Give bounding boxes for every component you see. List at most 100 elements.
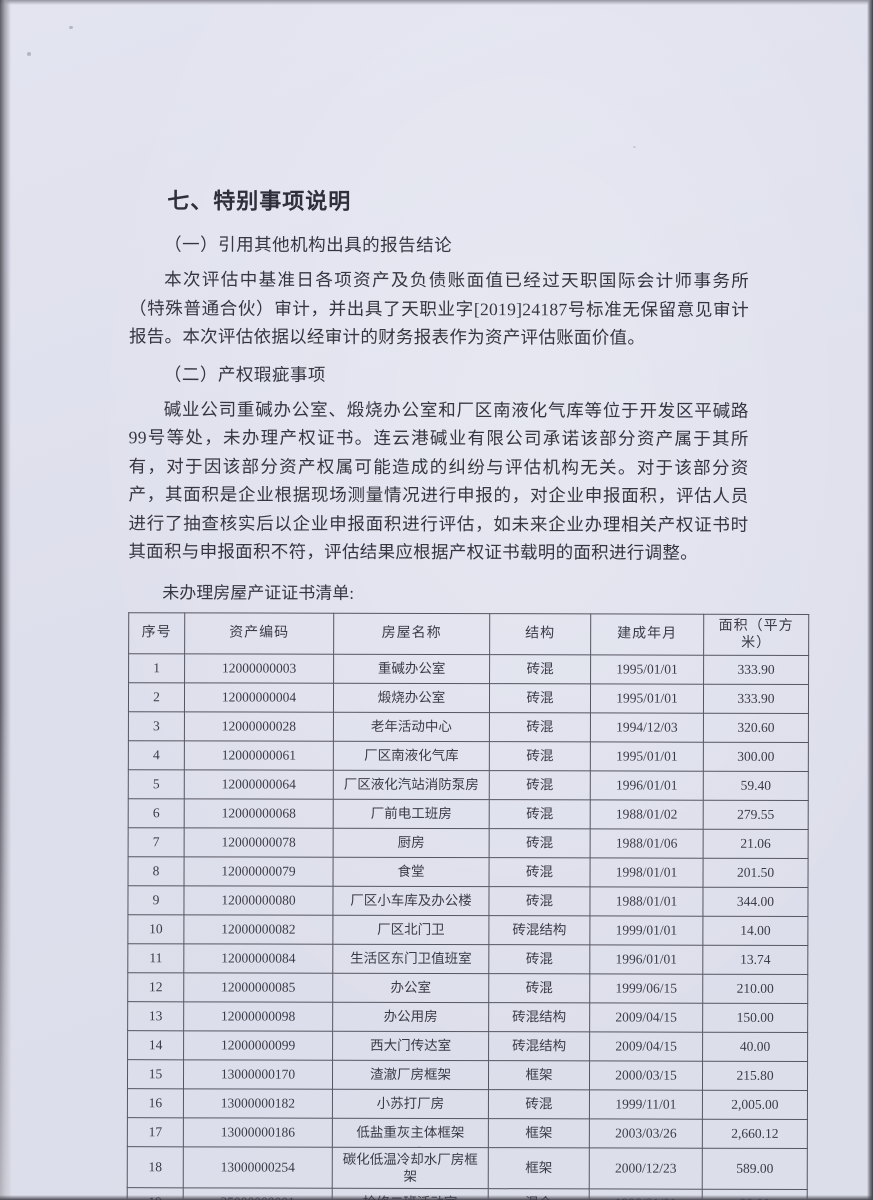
table-cell: 办公室 bbox=[332, 972, 489, 1003]
table-cell: 8 bbox=[128, 856, 185, 886]
table-cell: 砖混结构 bbox=[488, 915, 590, 945]
table-row: 11 12000000084 生活区东门卫值班室 砖混 1996/01/01 13.74 bbox=[127, 943, 808, 974]
table-cell: 2003/03/26 bbox=[589, 1118, 703, 1148]
paragraph-title-defect: 碱业公司重碱办公室、煅烧办公室和厂区南液化气库等位于开发区平碱路99号等处，未办… bbox=[128, 398, 749, 563]
column-header: 面积（平方米） bbox=[703, 613, 809, 655]
table-row: 6 12000000068 厂前电工班房 砖混 1988/01/02 279.55 bbox=[128, 798, 809, 829]
scan-edge-top bbox=[0, 0, 873, 5]
table-cell: 1988/01/02 bbox=[590, 799, 704, 829]
table-cell: 333.90 bbox=[703, 654, 809, 684]
table-cell: 办公用房 bbox=[332, 1001, 489, 1032]
table-cell: 2009/04/15 bbox=[589, 1002, 703, 1032]
table-row: 1935000000001检修二班活动室混合1998/01/0180.00 bbox=[127, 1187, 808, 1200]
table-cell: 333.90 bbox=[703, 683, 809, 713]
table-cell: 小苏打厂房 bbox=[332, 1088, 489, 1119]
table-cell: 砖混 bbox=[488, 944, 590, 974]
scan-speck bbox=[418, 1146, 421, 1148]
table-cell: 砖混 bbox=[489, 712, 591, 742]
table-row: 14 12000000099 西大门传达室 砖混结构 2009/04/15 40.00 bbox=[127, 1030, 808, 1061]
table-cell: 14 bbox=[127, 1030, 184, 1060]
table-cell: 1998/01/01 bbox=[590, 857, 704, 887]
table-row: 7 12000000078 厨房 砖混 1988/01/06 21.06 bbox=[128, 827, 809, 858]
table-cell: 1998/01/01 bbox=[589, 1188, 703, 1200]
table-row: 10 12000000082 厂区北门卫 砖混结构 1999/01/01 14.00 bbox=[127, 914, 808, 945]
table-cell: 150.00 bbox=[702, 1002, 808, 1032]
table-cell: 201.50 bbox=[703, 857, 809, 887]
table-row: 12 12000000085 办公室 砖混 1999/06/15 210.00 bbox=[127, 972, 808, 1003]
scan-edge-left bbox=[0, 0, 11, 1200]
scan-speck bbox=[27, 52, 31, 56]
table-row: 2 12000000004 煅烧办公室 砖混 1995/01/01 333.90 bbox=[128, 682, 809, 713]
table-cell: 12000000082 bbox=[183, 914, 333, 944]
table-cell: 混合 bbox=[488, 1188, 590, 1200]
table-cell: 1995/01/01 bbox=[590, 683, 704, 713]
scan-edge-left-fade bbox=[0, 700, 11, 1200]
table-cell: 17 bbox=[127, 1117, 184, 1147]
table-cell: 2000/12/23 bbox=[589, 1147, 703, 1189]
table-cell: 12000000003 bbox=[184, 653, 334, 683]
table-cell: 1994/12/03 bbox=[590, 712, 704, 742]
table-cell: 2 bbox=[128, 682, 185, 712]
table-cell: 生活区东门卫值班室 bbox=[332, 943, 489, 974]
table-cell: 砖混 bbox=[489, 770, 591, 800]
table-cell: 1995/01/01 bbox=[590, 741, 704, 771]
table-cell: 2,660.12 bbox=[702, 1118, 808, 1148]
table-cell: 西大门传达室 bbox=[332, 1030, 489, 1061]
table-head: 序号 资产编码 房屋名称 结构 建成年月 面积（平方米） bbox=[128, 612, 809, 655]
table-row: 13 12000000098 办公用房 砖混结构 2009/04/15 150.00 bbox=[127, 1001, 808, 1032]
document-content: 七、特别事项说明 （一）引用其他机构出具的报告结论 本次评估中基准日各项资产及负… bbox=[127, 183, 809, 1200]
subsection-heading-1: （一）引用其他机构出具的报告结论 bbox=[164, 234, 453, 256]
table-cell: 13 bbox=[127, 1001, 184, 1031]
table-cell: 279.55 bbox=[703, 799, 809, 829]
table-cell: 煅烧办公室 bbox=[333, 682, 490, 713]
column-header: 结构 bbox=[489, 613, 591, 655]
table-cell: 40.00 bbox=[702, 1031, 808, 1061]
table-row: 16 13000000182 小苏打厂房 砖混 1999/11/01 2,005.00 bbox=[127, 1088, 808, 1119]
table-cell: 19 bbox=[127, 1187, 184, 1200]
table-cell: 215.80 bbox=[702, 1060, 808, 1090]
table-cell: 砖混 bbox=[489, 741, 591, 771]
table-cell: 35000000001 bbox=[183, 1187, 333, 1200]
table-cell: 重碱办公室 bbox=[333, 653, 490, 684]
table-cell: 589.00 bbox=[702, 1147, 808, 1189]
table-cell: 2000/03/15 bbox=[589, 1060, 703, 1090]
table-cell: 砖混结构 bbox=[488, 1002, 590, 1032]
table-cell: 12000000084 bbox=[183, 943, 333, 973]
table-cell: 检修二班活动室 bbox=[332, 1187, 489, 1200]
table-cell: 砖混 bbox=[488, 1089, 590, 1119]
table-cell: 1988/01/06 bbox=[590, 828, 704, 858]
table-cell: 1988/01/01 bbox=[589, 886, 704, 916]
table-caption: 未办理房屋产证证书清单: bbox=[162, 582, 355, 603]
table-cell: 1995/01/01 bbox=[590, 654, 704, 684]
table-cell: 厂区小车库及办公楼 bbox=[332, 885, 490, 916]
table-row: 5 12000000064 厂区液化汽站消防泵房 砖混 1996/01/01 59.40 bbox=[128, 769, 809, 800]
scan-edge-right bbox=[867, 0, 873, 1200]
table-cell: 12000000079 bbox=[184, 856, 334, 886]
table-cell: 18 bbox=[127, 1146, 184, 1188]
table-cell: 1996/01/01 bbox=[589, 944, 703, 974]
table-cell: 砖混结构 bbox=[488, 1031, 590, 1061]
table-cell: 框架 bbox=[488, 1147, 590, 1189]
table-cell: 框架 bbox=[488, 1118, 590, 1148]
table-cell: 12000000068 bbox=[184, 798, 334, 828]
table-cell: 12000000028 bbox=[184, 711, 334, 741]
table-cell: 2009/04/15 bbox=[589, 1031, 703, 1061]
table-cell: 1996/01/01 bbox=[590, 770, 704, 800]
table-cell: 渣澈厂房框架 bbox=[332, 1059, 489, 1090]
table-cell: 低盐重灰主体框架 bbox=[332, 1117, 489, 1148]
table-cell: 10 bbox=[127, 914, 184, 944]
table-cell: 砖混 bbox=[489, 654, 591, 684]
table-cell: 12000000061 bbox=[184, 740, 334, 770]
table-cell: 14.00 bbox=[702, 915, 808, 945]
table-cell: 6 bbox=[128, 798, 185, 828]
table-body: 1 12000000003 重碱办公室 砖混 1995/01/01 333.90 2 1200… bbox=[127, 653, 809, 1200]
table-cell: 7 bbox=[128, 827, 185, 857]
scan-speck bbox=[633, 146, 636, 148]
table-cell: 13000000254 bbox=[183, 1146, 333, 1188]
table-cell: 13.74 bbox=[702, 944, 808, 974]
table-cell: 厂区北门卫 bbox=[332, 914, 489, 945]
table-cell: 59.40 bbox=[703, 770, 809, 800]
table-cell: 砖混 bbox=[488, 973, 590, 1003]
table-cell: 2,005.00 bbox=[702, 1089, 808, 1119]
